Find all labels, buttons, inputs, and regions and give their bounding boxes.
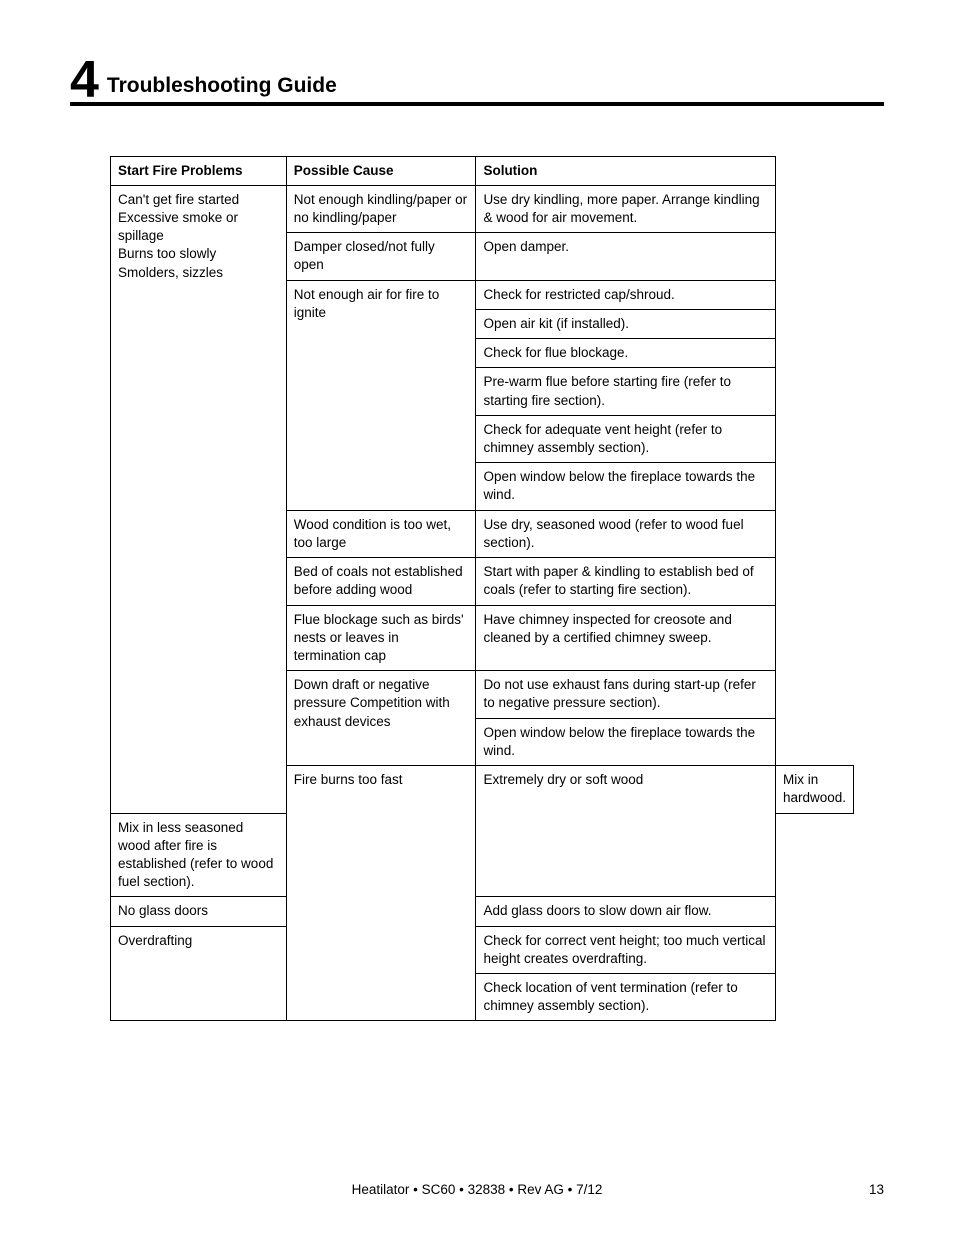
cause-cell: Down draft or negative pressure Competit… [286,671,476,766]
cause-cell: Overdrafting [111,926,287,1021]
cause-cell: Damper closed/not fully open [286,233,476,280]
solution-cell: Open window below the fireplace towards … [476,463,776,510]
solution-cell: Check for restricted cap/shroud. [476,280,776,309]
table-row: Can't get fire started Excessive smoke o… [111,185,854,232]
header-cause: Possible Cause [286,156,476,185]
header-problem: Start Fire Problems [111,156,287,185]
section-number: 4 [70,60,99,102]
table-row: Overdrafting Check for correct vent heig… [111,926,854,973]
cause-cell: Not enough kindling/paper or no kindling… [286,185,476,232]
footer-text: Heatilator • SC60 • 32838 • Rev AG • 7/1… [0,1182,954,1197]
solution-cell: Start with paper & kindling to establish… [476,558,776,605]
problem-cell: Can't get fire started Excessive smoke o… [111,185,287,813]
solution-cell: Use dry, seasoned wood (refer to wood fu… [476,510,776,557]
solution-cell: Use dry kindling, more paper. Arrange ki… [476,185,776,232]
table-header-row: Start Fire Problems Possible Cause Solut… [111,156,854,185]
solution-cell: Add glass doors to slow down air flow. [476,897,776,926]
cause-cell: Extremely dry or soft wood [476,766,776,897]
page-number: 13 [869,1182,884,1197]
solution-cell: Open window below the fireplace towards … [476,718,776,765]
troubleshooting-table-wrap: Start Fire Problems Possible Cause Solut… [110,156,854,1022]
cause-cell: Not enough air for fire to ignite [286,280,476,510]
solution-cell: Open damper. [476,233,776,280]
section-title: Troubleshooting Guide [107,74,337,102]
cause-cell: No glass doors [111,897,287,926]
cause-cell: Wood condition is too wet, too large [286,510,476,557]
solution-cell: Open air kit (if installed). [476,309,776,338]
troubleshooting-table: Start Fire Problems Possible Cause Solut… [110,156,854,1022]
solution-cell: Check location of vent termination (refe… [476,974,776,1021]
solution-cell: Check for correct vent height; too much … [476,926,776,973]
section-header: 4 Troubleshooting Guide [70,60,884,106]
solution-cell: Mix in hardwood. [775,766,853,813]
solution-cell: Check for adequate vent height (refer to… [476,415,776,462]
cause-cell: Bed of coals not established before addi… [286,558,476,605]
solution-cell: Do not use exhaust fans during start-up … [476,671,776,718]
solution-cell: Check for flue blockage. [476,339,776,368]
cause-cell: Flue blockage such as birds' nests or le… [286,605,476,671]
problem-cell: Fire burns too fast [286,766,476,1021]
solution-cell: Mix in less seasoned wood after fire is … [111,813,287,897]
header-solution: Solution [476,156,776,185]
solution-cell: Have chimney inspected for creosote and … [476,605,776,671]
solution-cell: Pre-warm flue before starting fire (refe… [476,368,776,415]
table-row: No glass doors Add glass doors to slow d… [111,897,854,926]
